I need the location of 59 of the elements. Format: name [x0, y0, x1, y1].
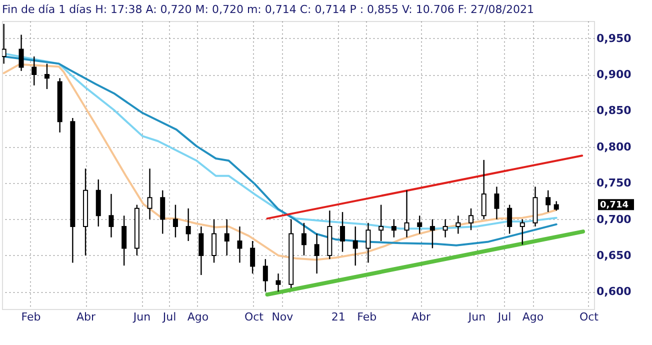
x-tick-label: Ago — [187, 310, 209, 324]
y-tick-label: 0,750 — [596, 176, 632, 190]
candlestick — [314, 233, 320, 274]
candlestick — [340, 211, 346, 252]
y-tick-label: 0,850 — [596, 104, 632, 118]
x-tick-label: Abr — [412, 310, 432, 324]
candlestick — [417, 215, 422, 234]
text: 0,714 — [600, 200, 628, 211]
candlestick — [481, 159, 486, 220]
candlestick — [391, 218, 396, 238]
candlestick — [198, 226, 204, 276]
x-tick-label: Ago — [522, 310, 544, 324]
x-tick-label: Jun — [132, 310, 151, 324]
candlestick — [250, 240, 256, 274]
y-tick-label: 0,700 — [596, 212, 632, 226]
y-tick-label: 0,950 — [596, 32, 632, 45]
candlestick — [212, 218, 217, 264]
candlestick — [160, 190, 166, 234]
x-tick-label: Oct — [579, 310, 600, 324]
x-tick-label: Feb — [21, 310, 41, 324]
candlestick — [147, 168, 152, 220]
candlestick — [276, 272, 281, 292]
y-tick-label: 0,600 — [596, 285, 632, 298]
candlestick — [554, 200, 559, 212]
x-tick-label: Feb — [357, 310, 377, 324]
x-tick-label: Jul — [496, 310, 512, 324]
candlestick — [352, 226, 358, 266]
candlestick — [224, 218, 230, 256]
candlestick — [494, 186, 500, 220]
x-tick-label: Abr — [76, 310, 96, 324]
candlestick — [186, 208, 191, 242]
candlestick — [520, 218, 525, 246]
candlestick — [430, 218, 435, 249]
candlestick — [172, 204, 178, 238]
candlestick — [44, 63, 50, 90]
candlestick — [32, 56, 37, 86]
candlestick — [442, 218, 448, 238]
x-tick-label: Oct — [244, 310, 264, 324]
x-tick-label: Jul — [162, 310, 176, 324]
candlestick — [468, 208, 474, 231]
candlestick — [122, 215, 127, 266]
chart-title: Fin de día 1 días H: 17:38 A: 0,720 M: 0,720 m: 0,714 C: 0,714 P : 0,855 V: 10.706 F: 27/08/2021 — [2, 3, 534, 16]
candlestick — [546, 190, 551, 213]
candlestick — [301, 222, 306, 256]
candlestick — [366, 222, 371, 264]
candlestick — [18, 34, 24, 72]
x-tick-label: Nov — [272, 310, 294, 324]
y-tick-label: 0,900 — [596, 68, 632, 82]
candlestick — [507, 204, 512, 234]
candlestick — [456, 215, 461, 234]
candlestick — [262, 258, 268, 292]
candlestick — [404, 190, 410, 238]
x-tick-label: 21 — [331, 310, 346, 324]
candlestick — [237, 226, 242, 264]
candlestick — [378, 204, 384, 242]
y-tick-label: 0,800 — [596, 140, 632, 154]
candlestick — [108, 193, 114, 238]
y-tick-label: 0,650 — [596, 248, 632, 262]
x-tick-label: Jun — [467, 310, 486, 324]
